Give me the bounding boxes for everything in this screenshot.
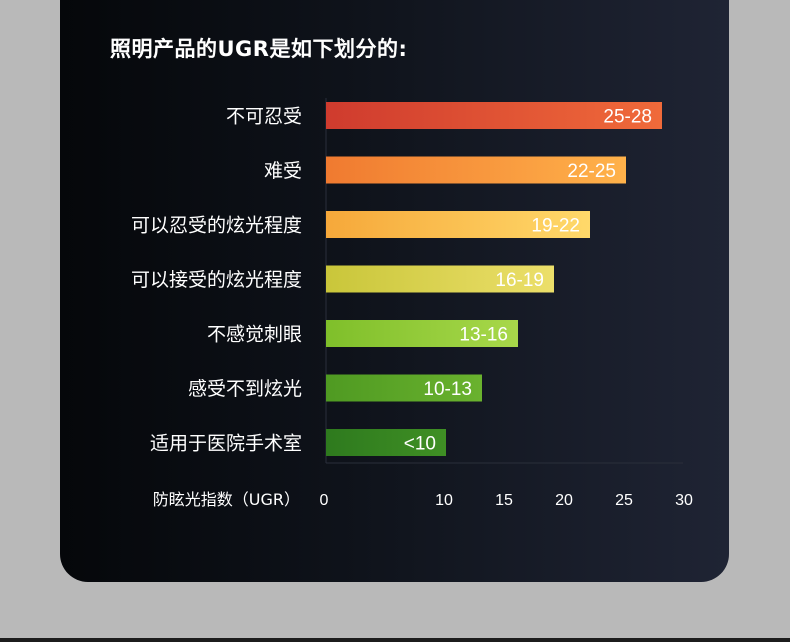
x-tick-label: 25 <box>615 492 633 509</box>
x-tick-label: 0 <box>320 492 329 509</box>
bar-data-label: 22-25 <box>567 161 616 182</box>
category-label: 适用于医院手术室 <box>150 433 302 455</box>
category-label: 不感觉刺眼 <box>207 324 302 346</box>
chart-heading: 照明产品的UGR是如下划分的: <box>110 37 408 61</box>
bar-4 <box>326 320 518 347</box>
x-tick-label: 10 <box>435 492 453 509</box>
category-label: 可以接受的炫光程度 <box>131 269 302 291</box>
bar-data-label: 10-13 <box>423 379 472 400</box>
category-label: 难受 <box>264 160 302 182</box>
bar-data-label: <10 <box>404 434 436 455</box>
x-tick-label: 30 <box>675 492 693 509</box>
bar-data-label: 13-16 <box>459 325 508 346</box>
x-tick-label: 15 <box>495 492 513 509</box>
bar-data-label: 19-22 <box>531 216 580 237</box>
bar-1 <box>326 156 626 184</box>
bar-5 <box>326 374 482 402</box>
category-label: 感受不到炫光 <box>188 378 302 400</box>
bar-2 <box>326 211 590 238</box>
bar-0 <box>326 102 662 129</box>
bar-data-label: 25-28 <box>603 107 652 128</box>
bar-3 <box>326 265 554 293</box>
x-axis-title: 防眩光指数（UGR） <box>153 490 300 509</box>
x-tick-label: 20 <box>555 492 573 509</box>
category-label: 可以忍受的炫光程度 <box>131 215 302 237</box>
bottom-divider <box>0 638 790 642</box>
category-label: 不可忍受 <box>226 106 302 128</box>
bar-6 <box>326 429 446 456</box>
bar-data-label: 16-19 <box>495 270 544 291</box>
